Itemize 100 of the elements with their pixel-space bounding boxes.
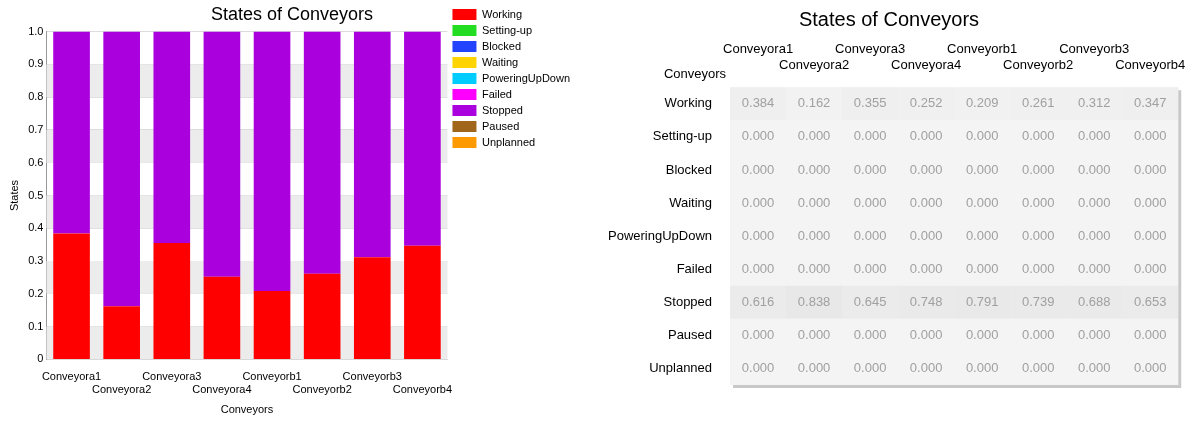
data-label: 0.000: [1021, 128, 1055, 144]
bar: [153, 243, 191, 359]
x-tick-label: Conveyorb2: [292, 383, 352, 396]
bar: [253, 290, 291, 359]
legend-label: Setting-up: [481, 23, 533, 36]
x-tick-label: Conveyora1: [41, 370, 102, 383]
x-tick-label: Conveyorb1: [242, 370, 302, 383]
y-tick-label: 1.0: [28, 24, 44, 37]
data-label: 0.000: [965, 128, 999, 144]
legend-label: Unplanned: [481, 135, 536, 148]
data-label: 0.000: [909, 161, 943, 177]
data-label: 0.355: [853, 95, 887, 111]
x-tick-label: Conveyora4: [192, 383, 252, 396]
data-label: 0.000: [797, 260, 831, 276]
y-tick-label: 0.9: [28, 57, 44, 70]
data-label: 0.653: [1133, 293, 1167, 309]
data-label: 0.748: [909, 293, 943, 309]
data-label: 0.000: [797, 326, 831, 342]
data-label: 0.000: [909, 360, 943, 376]
x-tick-label: Conveyorb4: [392, 383, 453, 396]
data-label: 0.000: [1133, 161, 1167, 177]
data-label: 0.000: [965, 161, 999, 177]
data-label: 0.000: [1021, 161, 1055, 177]
legend-label: PoweringUpDown: [481, 71, 570, 84]
data-label: 0.000: [1021, 260, 1055, 276]
bar: [203, 31, 241, 277]
data-label: 0.000: [1077, 161, 1111, 177]
data-label: 0.261: [1021, 95, 1055, 111]
data-label: 0.000: [1077, 194, 1111, 210]
data-label: 0.347: [1133, 95, 1167, 111]
data-label: 0.000: [1021, 326, 1055, 342]
bar: [404, 31, 441, 246]
data-label: 0.000: [1077, 227, 1111, 243]
x-tick-label: Conveyora4: [891, 56, 962, 72]
data-label: 0.000: [1077, 360, 1111, 376]
data-label: 0.000: [853, 326, 887, 342]
data-label: 0.000: [741, 326, 775, 342]
bar: [353, 257, 391, 359]
data-label: 0.000: [965, 360, 999, 376]
data-label: 0.000: [909, 194, 943, 210]
bar: [103, 31, 140, 307]
data-label: 0.000: [965, 227, 999, 243]
data-label: 0.252: [909, 95, 943, 111]
data-label: 0.209: [965, 95, 999, 111]
data-label: 0.000: [1021, 227, 1055, 243]
y-axis-title: States: [7, 179, 20, 212]
data-label: 0.000: [909, 128, 943, 144]
y-tick-label: 0.4: [28, 221, 44, 234]
x-tick-label: Conveyorb3: [342, 370, 402, 383]
data-label: 0.000: [1021, 194, 1055, 210]
data-label: 0.000: [1077, 326, 1111, 342]
x-tick-label: Conveyorb4: [1115, 56, 1186, 72]
y-tick-label: Blocked: [665, 161, 713, 177]
chart-title: States of Conveyors: [798, 7, 980, 30]
data-label: 0.000: [1133, 227, 1167, 243]
chart-title: States of Conveyors: [210, 3, 374, 24]
legend-label: Stopped: [481, 103, 523, 116]
data-label: 0.312: [1077, 95, 1111, 111]
data-label: 0.000: [1077, 260, 1111, 276]
y-tick-label: 0.5: [28, 188, 44, 201]
y-tick-label: Stopped: [663, 293, 713, 309]
data-label: 0.000: [797, 227, 831, 243]
data-label: 0.000: [853, 194, 887, 210]
data-label: 0.000: [741, 161, 775, 177]
x-tick-label: Conveyorb3: [1059, 41, 1130, 57]
legend-label: Paused: [481, 119, 520, 132]
data-label: 0.000: [1133, 128, 1167, 144]
y-tick-label: 0.7: [28, 122, 44, 135]
data-label: 0.000: [853, 128, 887, 144]
data-label: 0.000: [853, 260, 887, 276]
bar: [353, 31, 391, 258]
data-label: 0.000: [1133, 194, 1167, 210]
data-label: 0.000: [797, 194, 831, 210]
y-tick-label: 0.2: [28, 286, 44, 299]
data-label: 0.838: [797, 293, 831, 309]
data-label: 0.000: [1133, 360, 1167, 376]
legend-label: Working: [481, 7, 523, 20]
y-tick-label: Setting-up: [652, 128, 713, 144]
y-tick-label: 0: [37, 352, 44, 365]
data-label: 0.000: [853, 227, 887, 243]
data-label: 0.000: [1021, 360, 1055, 376]
bar: [53, 233, 90, 359]
y-tick-label: Waiting: [669, 194, 713, 210]
data-label: 0.384: [741, 95, 775, 111]
data-label: 0.000: [853, 360, 887, 376]
y-tick-label: Working: [664, 95, 713, 111]
y-tick-label: 0.3: [28, 254, 44, 267]
data-label: 0.000: [1133, 260, 1167, 276]
x-tick-label: Conveyora2: [779, 56, 850, 72]
data-label: 0.688: [1077, 293, 1111, 309]
data-label: 0.000: [1133, 326, 1167, 342]
x-tick-label: Conveyora3: [142, 370, 202, 383]
data-label: 0.000: [741, 360, 775, 376]
x-tick-label: Conveyorb2: [1003, 56, 1074, 72]
data-label: 0.000: [965, 194, 999, 210]
x-tick-label: Conveyora3: [835, 41, 906, 57]
bar: [253, 31, 291, 291]
data-label: 0.000: [797, 161, 831, 177]
data-label: 0.616: [741, 293, 775, 309]
bar: [103, 306, 140, 359]
